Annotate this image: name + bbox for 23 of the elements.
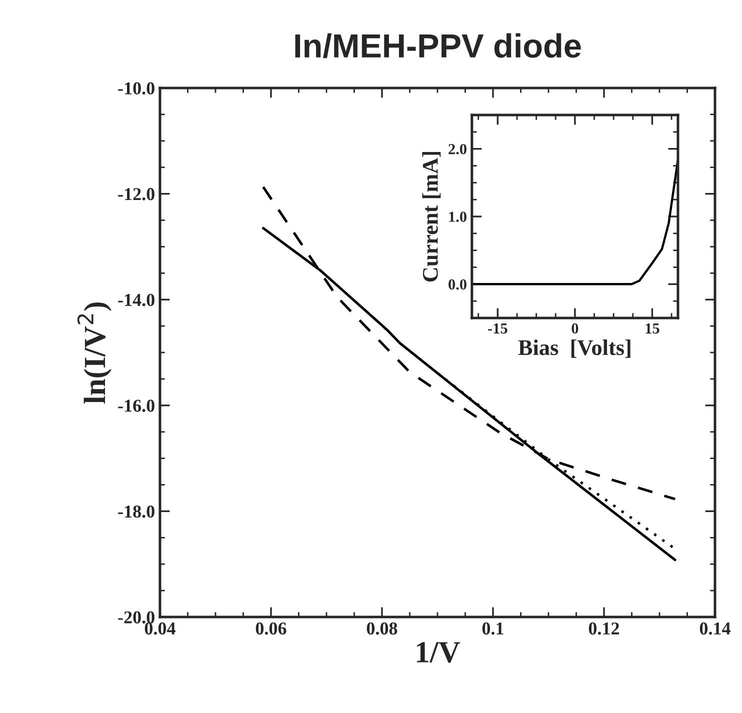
y-tick-label: -12.0 <box>118 188 154 200</box>
y-axis-title: Current [mA] <box>422 152 441 282</box>
y-tick-label: 0.0 <box>448 279 466 290</box>
y-tick-label: 1.0 <box>449 212 466 222</box>
x-tick-label: 0.1 <box>482 622 504 635</box>
y-tick-label: -14.0 <box>118 294 154 306</box>
y-tick-label: -20.0 <box>118 611 154 624</box>
x-axis-title: 1/V <box>417 642 460 663</box>
y-tick-label: 2.0 <box>448 144 466 154</box>
x-tick-label: -15 <box>488 323 508 334</box>
y-tick-label: -16.0 <box>118 400 154 412</box>
x-tick-label: 0 <box>572 323 578 334</box>
x-tick-label: 0.08 <box>366 622 398 635</box>
x-tick-label: 0.12 <box>588 622 620 635</box>
chart-title: In/MEH-PPV diode <box>295 33 581 58</box>
y-tick-label: -10.0 <box>118 82 154 95</box>
x-axis-title: Bias [Volts] <box>518 339 630 358</box>
x-tick-label: 0.14 <box>700 622 730 635</box>
y-axis-title: ln(I/V$^{2}$) <box>77 302 112 404</box>
y-tick-label: -18.0 <box>118 505 154 518</box>
x-tick-label: 0.06 <box>256 622 286 635</box>
x-tick-label: 0.04 <box>144 622 176 635</box>
x-tick-label: 15 <box>646 323 660 334</box>
